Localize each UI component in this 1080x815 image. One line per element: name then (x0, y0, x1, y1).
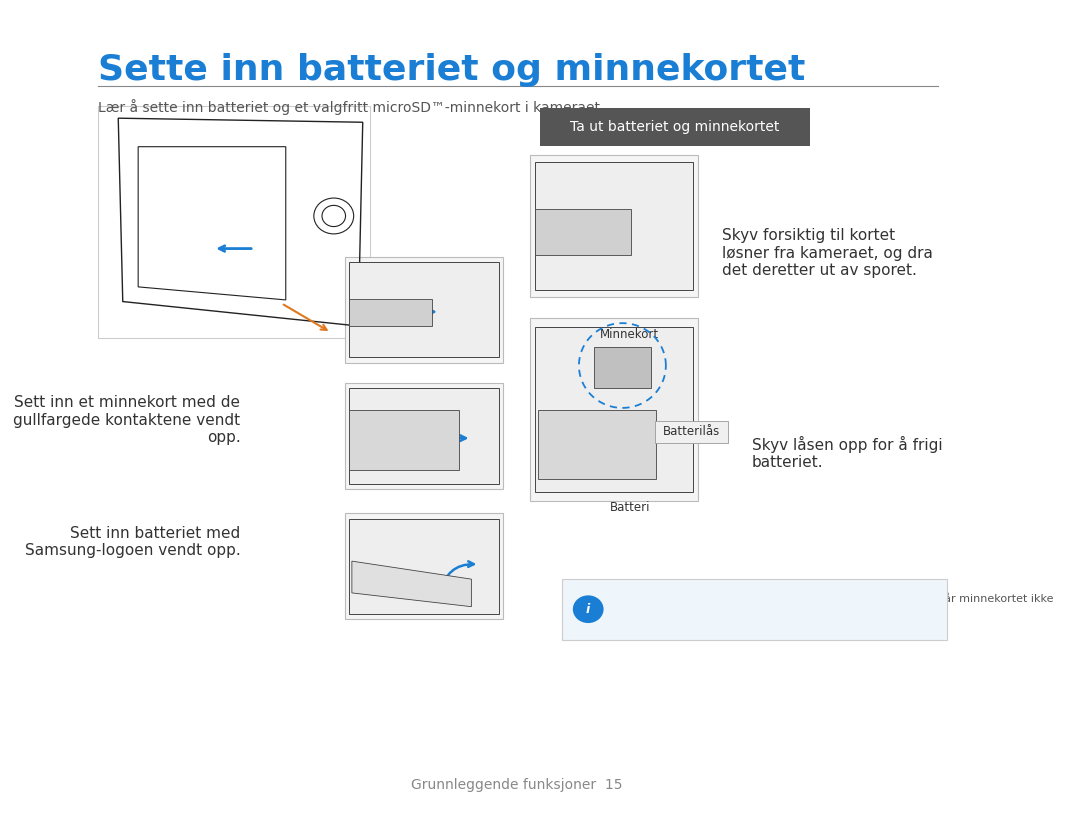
Text: Skyv låsen opp for å frigi
batteriet.: Skyv låsen opp for å frigi batteriet. (752, 436, 942, 470)
Polygon shape (538, 410, 656, 479)
Polygon shape (535, 162, 693, 290)
Polygon shape (349, 409, 459, 470)
FancyBboxPatch shape (540, 108, 810, 146)
FancyBboxPatch shape (562, 579, 947, 640)
FancyBboxPatch shape (656, 421, 728, 443)
Text: i: i (586, 603, 591, 615)
Polygon shape (594, 347, 651, 388)
Text: Lær å sette inn batteriet og et valgfritt microSD™-minnekort i kameraet.: Lær å sette inn batteriet og et valgfrit… (98, 99, 605, 116)
Text: Grunnleggende funksjoner  15: Grunnleggende funksjoner 15 (410, 778, 622, 792)
Text: Interminnet kan brukes som en midlertidig lagringsenhet når minnekortet ikke
er : Interminnet kan brukes som en midlertidi… (613, 593, 1053, 616)
Text: Minnekort: Minnekort (600, 328, 660, 341)
Polygon shape (535, 327, 693, 492)
Polygon shape (349, 389, 499, 484)
Polygon shape (352, 561, 471, 606)
Polygon shape (349, 262, 499, 357)
Polygon shape (349, 519, 499, 615)
FancyBboxPatch shape (530, 155, 698, 297)
Text: Batteri: Batteri (609, 501, 650, 514)
Text: Sett inn batteriet med
Samsung-logoen vendt opp.: Sett inn batteriet med Samsung-logoen ve… (25, 526, 241, 558)
Polygon shape (535, 209, 631, 255)
Text: Skyv forsiktig til kortet
løsner fra kameraet, og dra
det deretter ut av sporet.: Skyv forsiktig til kortet løsner fra kam… (723, 228, 933, 278)
FancyBboxPatch shape (98, 106, 370, 338)
Text: Batterilås: Batterilås (663, 425, 720, 438)
Polygon shape (349, 299, 432, 325)
Text: Ta ut batteriet og minnekortet: Ta ut batteriet og minnekortet (570, 120, 780, 134)
FancyBboxPatch shape (345, 383, 503, 489)
Text: Sette inn batteriet og minnekortet: Sette inn batteriet og minnekortet (98, 53, 806, 87)
Circle shape (572, 596, 604, 623)
Text: Sett inn et minnekort med de
gullfargede kontaktene vendt
opp.: Sett inn et minnekort med de gullfargede… (13, 395, 241, 445)
FancyBboxPatch shape (530, 318, 698, 501)
FancyBboxPatch shape (345, 257, 503, 363)
FancyBboxPatch shape (345, 513, 503, 619)
